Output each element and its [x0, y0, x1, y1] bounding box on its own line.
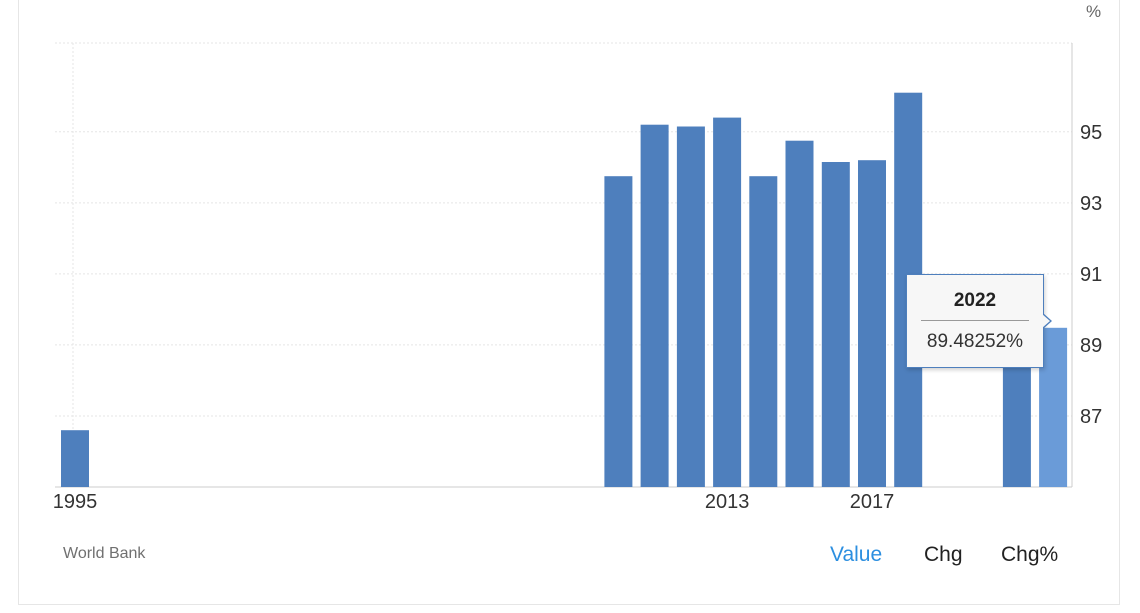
bar-2011[interactable] — [640, 124, 669, 487]
gridlines — [55, 42, 1073, 488]
tooltip: 2022 89.48252% — [906, 274, 1052, 368]
bar-2012[interactable] — [676, 126, 705, 488]
bar-2014[interactable] — [749, 176, 778, 487]
tooltip-divider — [921, 320, 1029, 321]
x-axis-ticks: 1995 2013 2017 — [53, 491, 895, 513]
chart-card — [18, 0, 1120, 605]
x-tick-label-1995: 1995 — [53, 491, 98, 513]
y-tick-label-89: 89 — [1080, 335, 1102, 357]
x-tick-label-2017: 2017 — [850, 491, 895, 513]
bars — [61, 92, 1068, 488]
unit-label: % — [1086, 2, 1102, 21]
tooltip-arrow-fill — [1042, 314, 1050, 328]
bar-2013[interactable] — [713, 117, 742, 487]
bar-1995[interactable] — [61, 430, 89, 487]
x-tick-label-2013: 2013 — [705, 491, 750, 513]
bar-2010[interactable] — [604, 176, 633, 487]
y-tick-label-87: 87 — [1080, 406, 1102, 428]
y-tick-label-91: 91 — [1080, 264, 1102, 286]
source-label: World Bank — [63, 545, 146, 562]
bar-2015[interactable] — [785, 140, 814, 487]
view-tabs: Value Chg Chg% — [0, 543, 1140, 571]
bar-2017[interactable] — [858, 160, 886, 487]
tab-chg[interactable]: Chg — [924, 543, 963, 566]
tooltip-year: 2022 — [953, 290, 997, 311]
y-axis-ticks: 87 89 91 93 95 — [1080, 122, 1102, 428]
tab-value[interactable]: Value — [830, 543, 883, 566]
tab-chg-percent[interactable]: Chg% — [1001, 543, 1059, 566]
bar-2016[interactable] — [821, 162, 850, 487]
y-tick-label-93: 93 — [1080, 193, 1102, 215]
y-tick-label-95: 95 — [1080, 122, 1102, 144]
tooltip-value: 89.48252% — [926, 331, 1024, 352]
